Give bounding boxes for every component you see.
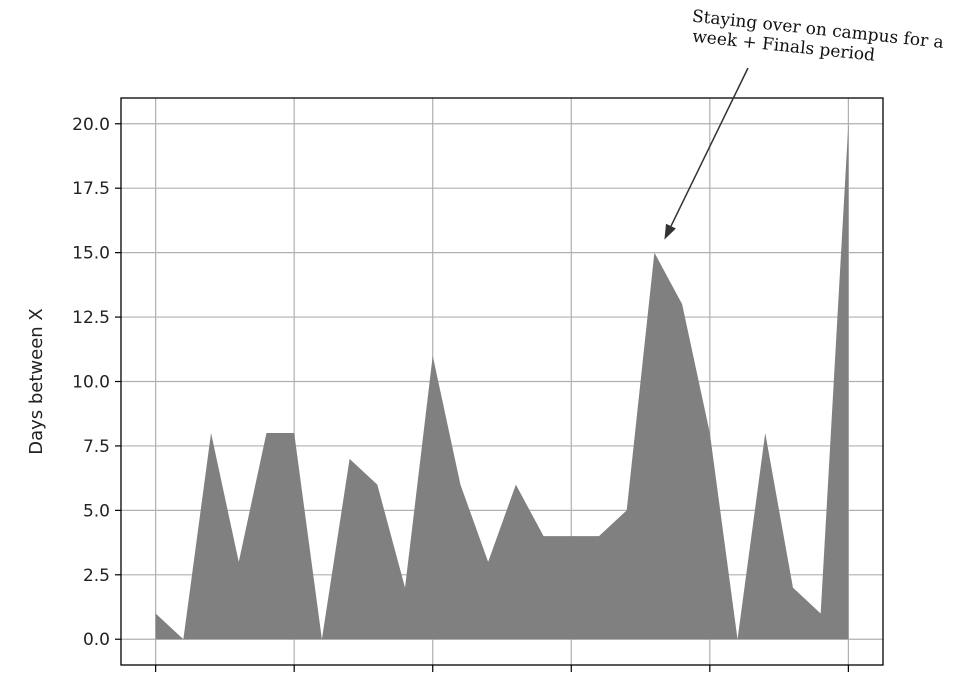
y-axis-label: Days between X <box>26 308 47 455</box>
area-series <box>155 123 849 640</box>
y-tick-label-2: 5.0 <box>83 501 110 521</box>
y-tick-label-0: 0.0 <box>83 630 110 650</box>
x-axis <box>155 665 849 672</box>
y-tick-label-6: 15.0 <box>72 244 110 264</box>
y-axis: 0.0 2.5 5.0 7.5 10.0 12.5 15.0 17.5 20.0 <box>72 115 121 650</box>
y-tick-label-4: 10.0 <box>72 373 110 393</box>
annotation-text: Staying over on campus for a week + Fina… <box>689 7 950 74</box>
y-tick-label-1: 2.5 <box>83 566 110 586</box>
y-tick-label-3: 7.5 <box>83 437 110 457</box>
annotation: Staying over on campus for a week + Fina… <box>664 7 950 240</box>
y-tick-label-8: 20.0 <box>72 115 110 135</box>
annotation-arrow <box>670 67 749 227</box>
y-tick-label-5: 12.5 <box>72 308 110 328</box>
annotation-arrowhead <box>664 223 676 240</box>
y-tick-label-7: 17.5 <box>72 179 110 199</box>
